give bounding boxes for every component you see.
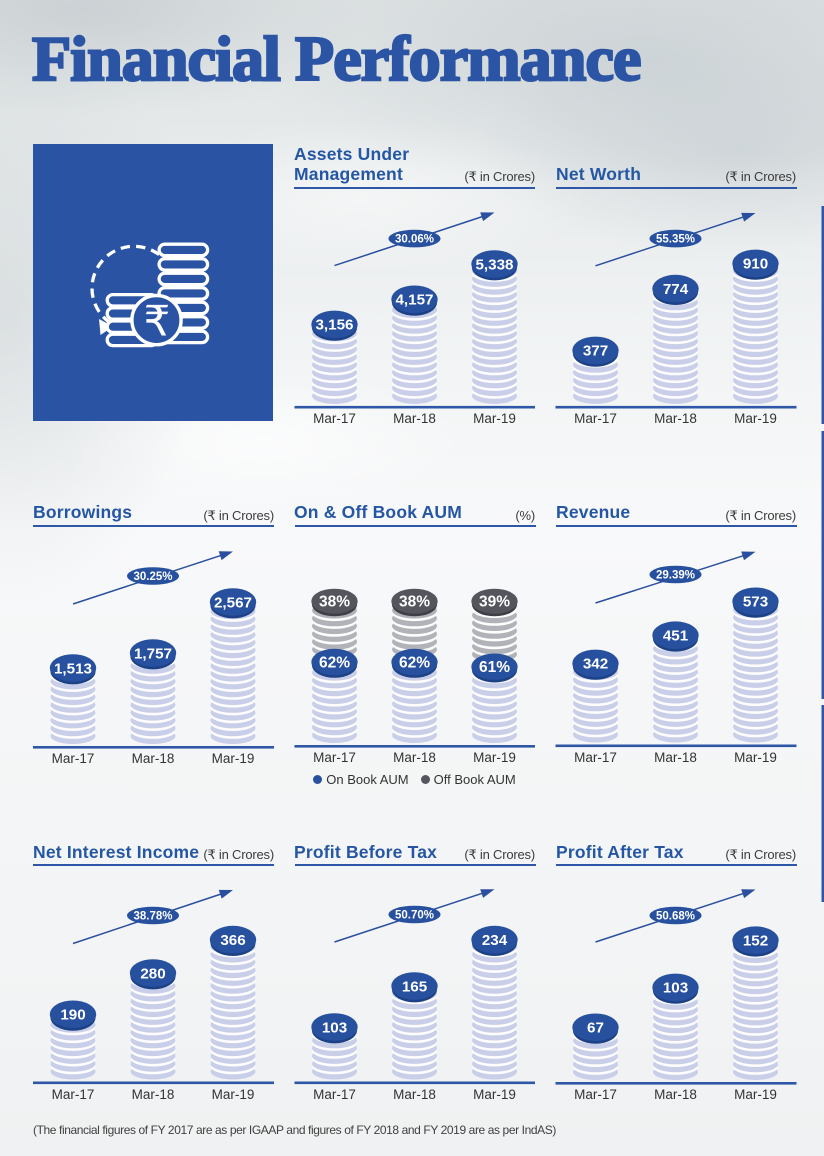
svg-text:2,567: 2,567 [214, 594, 252, 611]
svg-text:61%: 61% [479, 659, 510, 676]
svg-text:234: 234 [482, 932, 508, 949]
svg-text:377: 377 [583, 343, 608, 360]
svg-text:1,757: 1,757 [134, 645, 172, 662]
svg-text:103: 103 [322, 1019, 347, 1036]
svg-text:165: 165 [402, 978, 428, 995]
svg-text:5,338: 5,338 [475, 256, 513, 273]
svg-text:366: 366 [220, 932, 245, 949]
svg-text:152: 152 [743, 933, 768, 950]
svg-text:29.39%: 29.39% [656, 570, 695, 582]
svg-text:451: 451 [663, 628, 689, 645]
svg-text:62%: 62% [399, 654, 430, 671]
svg-text:67: 67 [587, 1020, 604, 1037]
svg-text:190: 190 [60, 1007, 85, 1024]
svg-text:38%: 38% [319, 594, 350, 611]
svg-text:55.35%: 55.35% [656, 234, 695, 246]
svg-text:103: 103 [663, 980, 688, 997]
svg-text:39%: 39% [479, 594, 510, 611]
svg-text:3,156: 3,156 [315, 317, 353, 334]
svg-text:62%: 62% [319, 654, 350, 671]
svg-text:₹: ₹ [144, 298, 171, 345]
svg-text:50.70%: 50.70% [395, 910, 434, 922]
svg-text:342: 342 [583, 656, 608, 673]
svg-text:50.68%: 50.68% [656, 911, 695, 923]
svg-text:280: 280 [140, 965, 165, 982]
svg-text:1,513: 1,513 [54, 660, 92, 677]
svg-text:38.78%: 38.78% [133, 911, 172, 923]
svg-text:38%: 38% [399, 594, 430, 611]
svg-text:774: 774 [663, 281, 689, 298]
svg-text:30.06%: 30.06% [395, 234, 434, 246]
svg-text:30.25%: 30.25% [133, 571, 172, 583]
svg-text:910: 910 [743, 256, 768, 273]
svg-text:573: 573 [743, 594, 768, 611]
svg-text:4,157: 4,157 [395, 292, 433, 309]
